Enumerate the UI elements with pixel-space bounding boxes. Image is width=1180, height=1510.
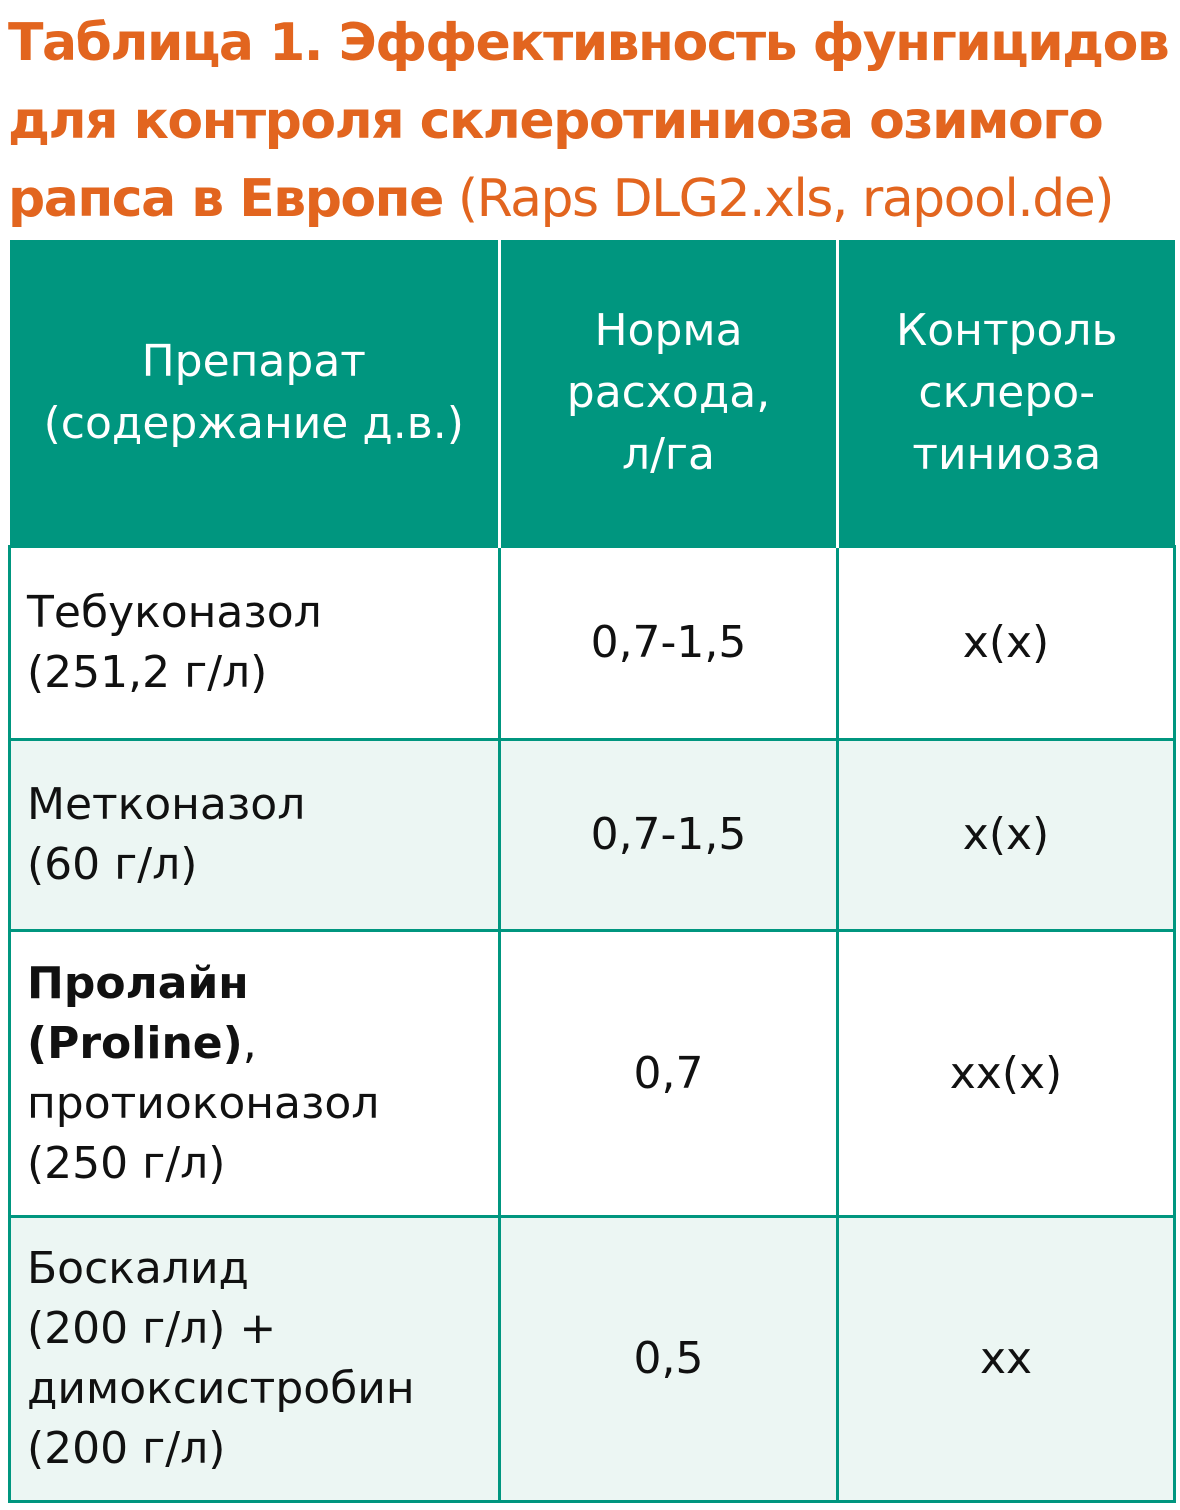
cell-line: (250 г/л)	[27, 1137, 226, 1189]
cell-preparation: Пролайн (Proline), протиоконазол (250 г/…	[8, 929, 501, 1218]
table-title: Таблица 1. Эффективность фунгицидов для …	[8, 4, 1173, 238]
header-line: склеро-	[918, 366, 1096, 418]
fungicide-table: Препарат (содержание д.в.) Норма расхода…	[8, 240, 1176, 1503]
cell-line: Боскалид	[27, 1243, 249, 1294]
cell-preparation: Боскалид (200 г/л) + димоксистробин (200…	[8, 1215, 501, 1503]
table-row: Боскалид (200 г/л) + димоксистробин (200…	[8, 1215, 1176, 1503]
header-rate: Норма расхода, л/га	[498, 240, 839, 547]
header-line: (содержание д.в.)	[43, 397, 464, 449]
cell-line: (251,2 г/л)	[27, 647, 268, 698]
cell-control: xx	[836, 1215, 1176, 1503]
header-line: Препарат	[141, 335, 366, 387]
table-title-main: Таблица 1. Эффективность фунгицидов для …	[8, 13, 1170, 229]
cell-comma: ,	[242, 1017, 257, 1069]
header-line: Норма	[594, 304, 743, 356]
cell-line: (200 г/л)	[27, 1423, 226, 1474]
cell-line: (60 г/л)	[27, 839, 198, 890]
header-line: Контроль	[896, 304, 1118, 356]
cell-rate: 0,7-1,5	[498, 545, 839, 741]
table-row: Пролайн (Proline), протиоконазол (250 г/…	[8, 929, 1176, 1218]
cell-rate: 0,5	[498, 1215, 839, 1503]
cell-line: димоксистробин	[27, 1363, 415, 1414]
cell-line: Тебуконазол	[27, 587, 322, 638]
cell-rate: 0,7	[498, 929, 839, 1218]
cell-control: x(x)	[836, 545, 1176, 741]
header-row: Препарат (содержание д.в.) Норма расхода…	[9, 240, 1175, 547]
header-line: л/га	[621, 428, 716, 480]
cell-line: Метконазол	[27, 779, 306, 830]
header-preparation: Препарат (содержание д.в.)	[9, 240, 501, 547]
header-line: расхода,	[566, 366, 771, 418]
cell-preparation: Метконазол (60 г/л)	[8, 738, 501, 932]
table-row: Тебуконазол (251,2 г/л) 0,7-1,5 x(x)	[8, 545, 1176, 741]
header-line: тиниоза	[912, 428, 1102, 480]
cell-preparation: Тебуконазол (251,2 г/л)	[8, 545, 501, 741]
cell-control: xx(x)	[836, 929, 1176, 1218]
cell-line-bold: (Proline)	[27, 1017, 243, 1069]
cell-line: (200 г/л) +	[27, 1303, 277, 1354]
cell-line: протиоконазол	[27, 1077, 380, 1129]
cell-control: x(x)	[836, 738, 1176, 932]
table-row: Метконазол (60 г/л) 0,7-1,5 x(x)	[8, 738, 1176, 932]
table-title-source: (Raps DLG2.xls, rapool.de)	[442, 169, 1115, 229]
cell-rate: 0,7-1,5	[498, 738, 839, 932]
header-control: Контроль склеро- тиниоза	[836, 240, 1175, 547]
cell-line-bold: Пролайн	[27, 957, 249, 1009]
